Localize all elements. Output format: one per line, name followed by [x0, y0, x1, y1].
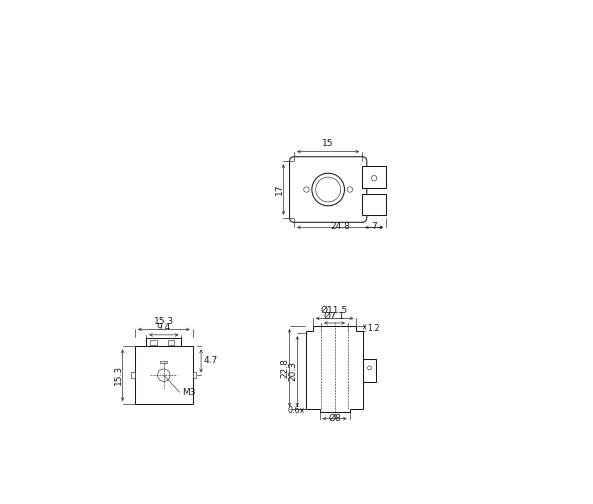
- Text: Ø7.1: Ø7.1: [324, 311, 345, 321]
- Text: 4.7: 4.7: [203, 356, 218, 365]
- Text: 15: 15: [323, 139, 334, 148]
- Bar: [364, 359, 376, 382]
- Bar: [135, 346, 193, 404]
- Text: 7: 7: [371, 222, 377, 231]
- FancyBboxPatch shape: [289, 157, 367, 222]
- Text: 17: 17: [275, 184, 284, 195]
- Bar: [362, 194, 386, 215]
- Text: 22.8: 22.8: [280, 358, 289, 377]
- Bar: [362, 166, 386, 188]
- Bar: [160, 361, 167, 363]
- Text: 24.8: 24.8: [330, 222, 350, 231]
- Text: 15.3: 15.3: [114, 365, 123, 385]
- Text: 0.6: 0.6: [288, 406, 300, 415]
- Text: Ø8: Ø8: [328, 414, 341, 422]
- Bar: [168, 340, 174, 345]
- Text: M3: M3: [182, 388, 195, 397]
- Text: 9.4: 9.4: [157, 323, 171, 332]
- Bar: [151, 340, 157, 345]
- Bar: [146, 338, 181, 346]
- Text: 1.2: 1.2: [367, 324, 380, 333]
- Text: 20.3: 20.3: [288, 361, 297, 382]
- Bar: [193, 372, 196, 378]
- Bar: [131, 372, 135, 378]
- Text: 15.3: 15.3: [154, 317, 174, 326]
- Text: Ø11.5: Ø11.5: [321, 305, 348, 314]
